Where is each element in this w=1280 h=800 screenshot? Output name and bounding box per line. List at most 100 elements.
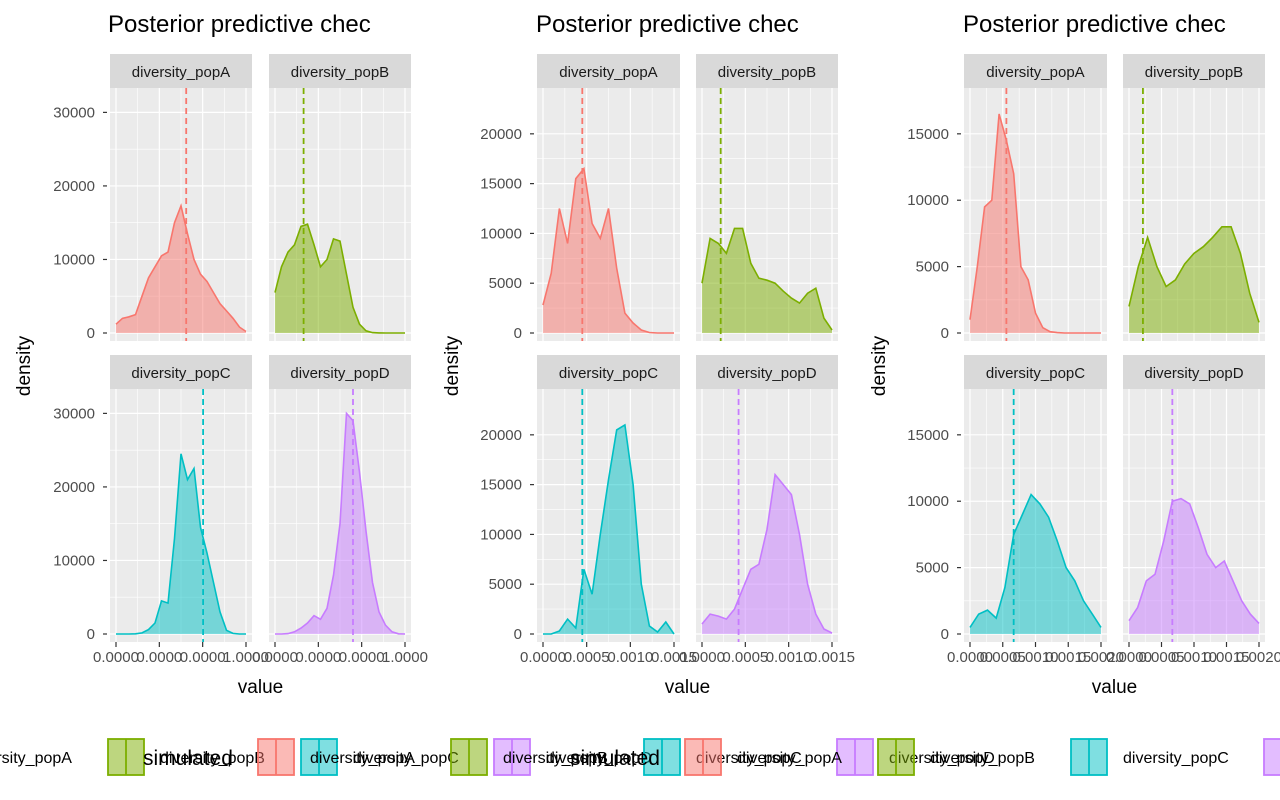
- facet-panel-diversity_popB: diversity_popB: [1123, 54, 1265, 341]
- density-area: [543, 424, 674, 634]
- facet-panel-diversity_popA: diversity_popA 0 5000 10000 15000 20000: [480, 54, 680, 342]
- legend-entry-diversity_popC: diversity_popC: [643, 738, 802, 776]
- x-tick-label: 0.0000: [136, 649, 182, 666]
- density-line: [542, 166, 674, 334]
- x-tick-label: 0.0005: [564, 649, 610, 666]
- y-tick-label: 0: [87, 626, 95, 643]
- facet-strip-label: diversity_popC: [131, 365, 230, 382]
- chart-1: Posterior predictive chec density value div…: [14, 11, 428, 698]
- x-tick-label: 0.0010: [766, 649, 812, 666]
- legend-2: simulated diversity_popA diversity_popB div…: [143, 738, 995, 776]
- facet-panel-diversity_popB: diversity_popB: [696, 54, 838, 341]
- density-area: [1129, 226, 1259, 333]
- y-tick-label: 5000: [489, 275, 522, 292]
- x-tick-label: 0.0000: [252, 649, 298, 666]
- y-tick-label: 30000: [53, 405, 95, 422]
- facet-strip-label: diversity_popC: [986, 365, 1085, 382]
- y-tick-label: 20000: [480, 427, 522, 444]
- x-axis-title: value: [1092, 677, 1137, 698]
- density-area: [275, 224, 405, 333]
- facet-strip-label: diversity_popB: [1145, 64, 1243, 81]
- legend-entry-diversity_popA: diversity_popA: [257, 738, 415, 776]
- x-tick-label: 1.0000: [223, 649, 269, 666]
- y-tick-label: 10000: [53, 552, 95, 569]
- legend-entry-diversity_popD: diversity_popD: [1263, 738, 1280, 776]
- y-tick-label: 5000: [916, 560, 949, 577]
- facet-panel-diversity_popD: diversity_popD 0.00000.00050.00100.00150.…: [1106, 355, 1280, 666]
- legend-entry-diversity_popC: diversity_popC: [300, 738, 459, 776]
- density-area: [116, 205, 246, 333]
- facet-strip: [110, 54, 252, 88]
- x-tick-label: 0.0000: [947, 649, 993, 666]
- facet-strip-label: diversity_popA: [986, 64, 1084, 81]
- y-tick-label: 10000: [53, 251, 95, 268]
- density-line: [1128, 226, 1260, 323]
- x-tick-label: 0.0005: [722, 649, 768, 666]
- y-axis-title: density: [869, 335, 890, 396]
- x-axis-title: value: [238, 677, 283, 698]
- x-tick-label: 0.0000: [295, 649, 341, 666]
- x-tick-label: 0.0000: [1106, 649, 1152, 666]
- legend-entry-diversity_popA: diversity_popA: [684, 738, 842, 776]
- density-line: [701, 227, 833, 331]
- x-tick-label: 0.0010: [607, 649, 653, 666]
- chart-title: Posterior predictive chec: [108, 11, 371, 38]
- facet-strip-label: diversity_popD: [717, 365, 816, 382]
- y-tick-label: 0: [514, 626, 522, 643]
- y-axis-title: density: [14, 335, 35, 396]
- legend-title: simulated: [143, 747, 233, 770]
- chart-title: Posterior predictive chec: [536, 11, 799, 38]
- density-line: [1128, 497, 1260, 624]
- x-tick-label: 0.0000: [339, 649, 385, 666]
- x-tick-label: 0.0010: [1013, 649, 1059, 666]
- y-tick-label: 15000: [907, 427, 949, 444]
- legend-label: diversity_popD: [889, 750, 995, 767]
- legend-entry-diversity_popA: diversity_popA: [0, 750, 72, 767]
- x-tick-label: 0.0005: [1139, 649, 1185, 666]
- facet-strip-label: diversity_popA: [559, 64, 657, 81]
- density-line: [701, 472, 833, 634]
- density-line: [115, 203, 247, 333]
- x-tick-label: 0.0015: [651, 649, 697, 666]
- x-tick-label: 0.0000: [180, 649, 226, 666]
- y-tick-label: 15000: [907, 126, 949, 143]
- x-axis-title: value: [665, 677, 710, 698]
- y-tick-label: 10000: [907, 493, 949, 510]
- facet-strip-label: diversity_popC: [559, 365, 658, 382]
- density-area: [116, 453, 246, 634]
- facet-strip: [269, 355, 411, 389]
- y-tick-label: 10000: [480, 526, 522, 543]
- density-line: [274, 223, 405, 334]
- legend-1: simulated diversity_popA diversity_popB div…: [0, 738, 652, 776]
- legend-label: diversity_popA: [310, 750, 415, 767]
- legend-label: diversity_popB: [160, 750, 265, 767]
- density-line: [969, 113, 1101, 334]
- facet-strip: [537, 54, 680, 88]
- legend-label: diversity_popC: [353, 750, 459, 767]
- density-area: [970, 494, 1101, 634]
- y-tick-label: 20000: [480, 126, 522, 143]
- chart-2: Posterior predictive chec density value div…: [442, 11, 855, 698]
- facet-strip-label: diversity_popD: [290, 365, 389, 382]
- facet-strip: [964, 54, 1107, 88]
- y-tick-label: 20000: [53, 479, 95, 496]
- facet-strip: [537, 355, 680, 389]
- legend-entry-diversity_popC: diversity_popC: [1070, 738, 1229, 776]
- chart-title: Posterior predictive chec: [963, 11, 1226, 38]
- x-tick-label: 0.0005: [980, 649, 1026, 666]
- facet-panel-diversity_popC: diversity_popC 0 5000 10000 15000 20000 0.0000…: [480, 355, 697, 666]
- density-area: [970, 113, 1101, 334]
- y-tick-label: 5000: [489, 576, 522, 593]
- facet-strip: [110, 355, 252, 389]
- y-axis-title: density: [442, 335, 463, 396]
- y-tick-label: 20000: [53, 178, 95, 195]
- y-tick-label: 0: [514, 325, 522, 342]
- facet-panel-diversity_popA: diversity_popA 0 10000 20000 30000: [53, 54, 252, 342]
- x-tick-label: 1.0000: [382, 649, 428, 666]
- y-tick-label: 15000: [480, 477, 522, 494]
- x-tick-label: 0.0015: [1045, 649, 1091, 666]
- legend-label: diversity_popB: [930, 750, 1035, 767]
- density-line: [969, 493, 1102, 628]
- x-tick-label: 0.0015: [809, 649, 855, 666]
- facet-strip: [1123, 355, 1265, 389]
